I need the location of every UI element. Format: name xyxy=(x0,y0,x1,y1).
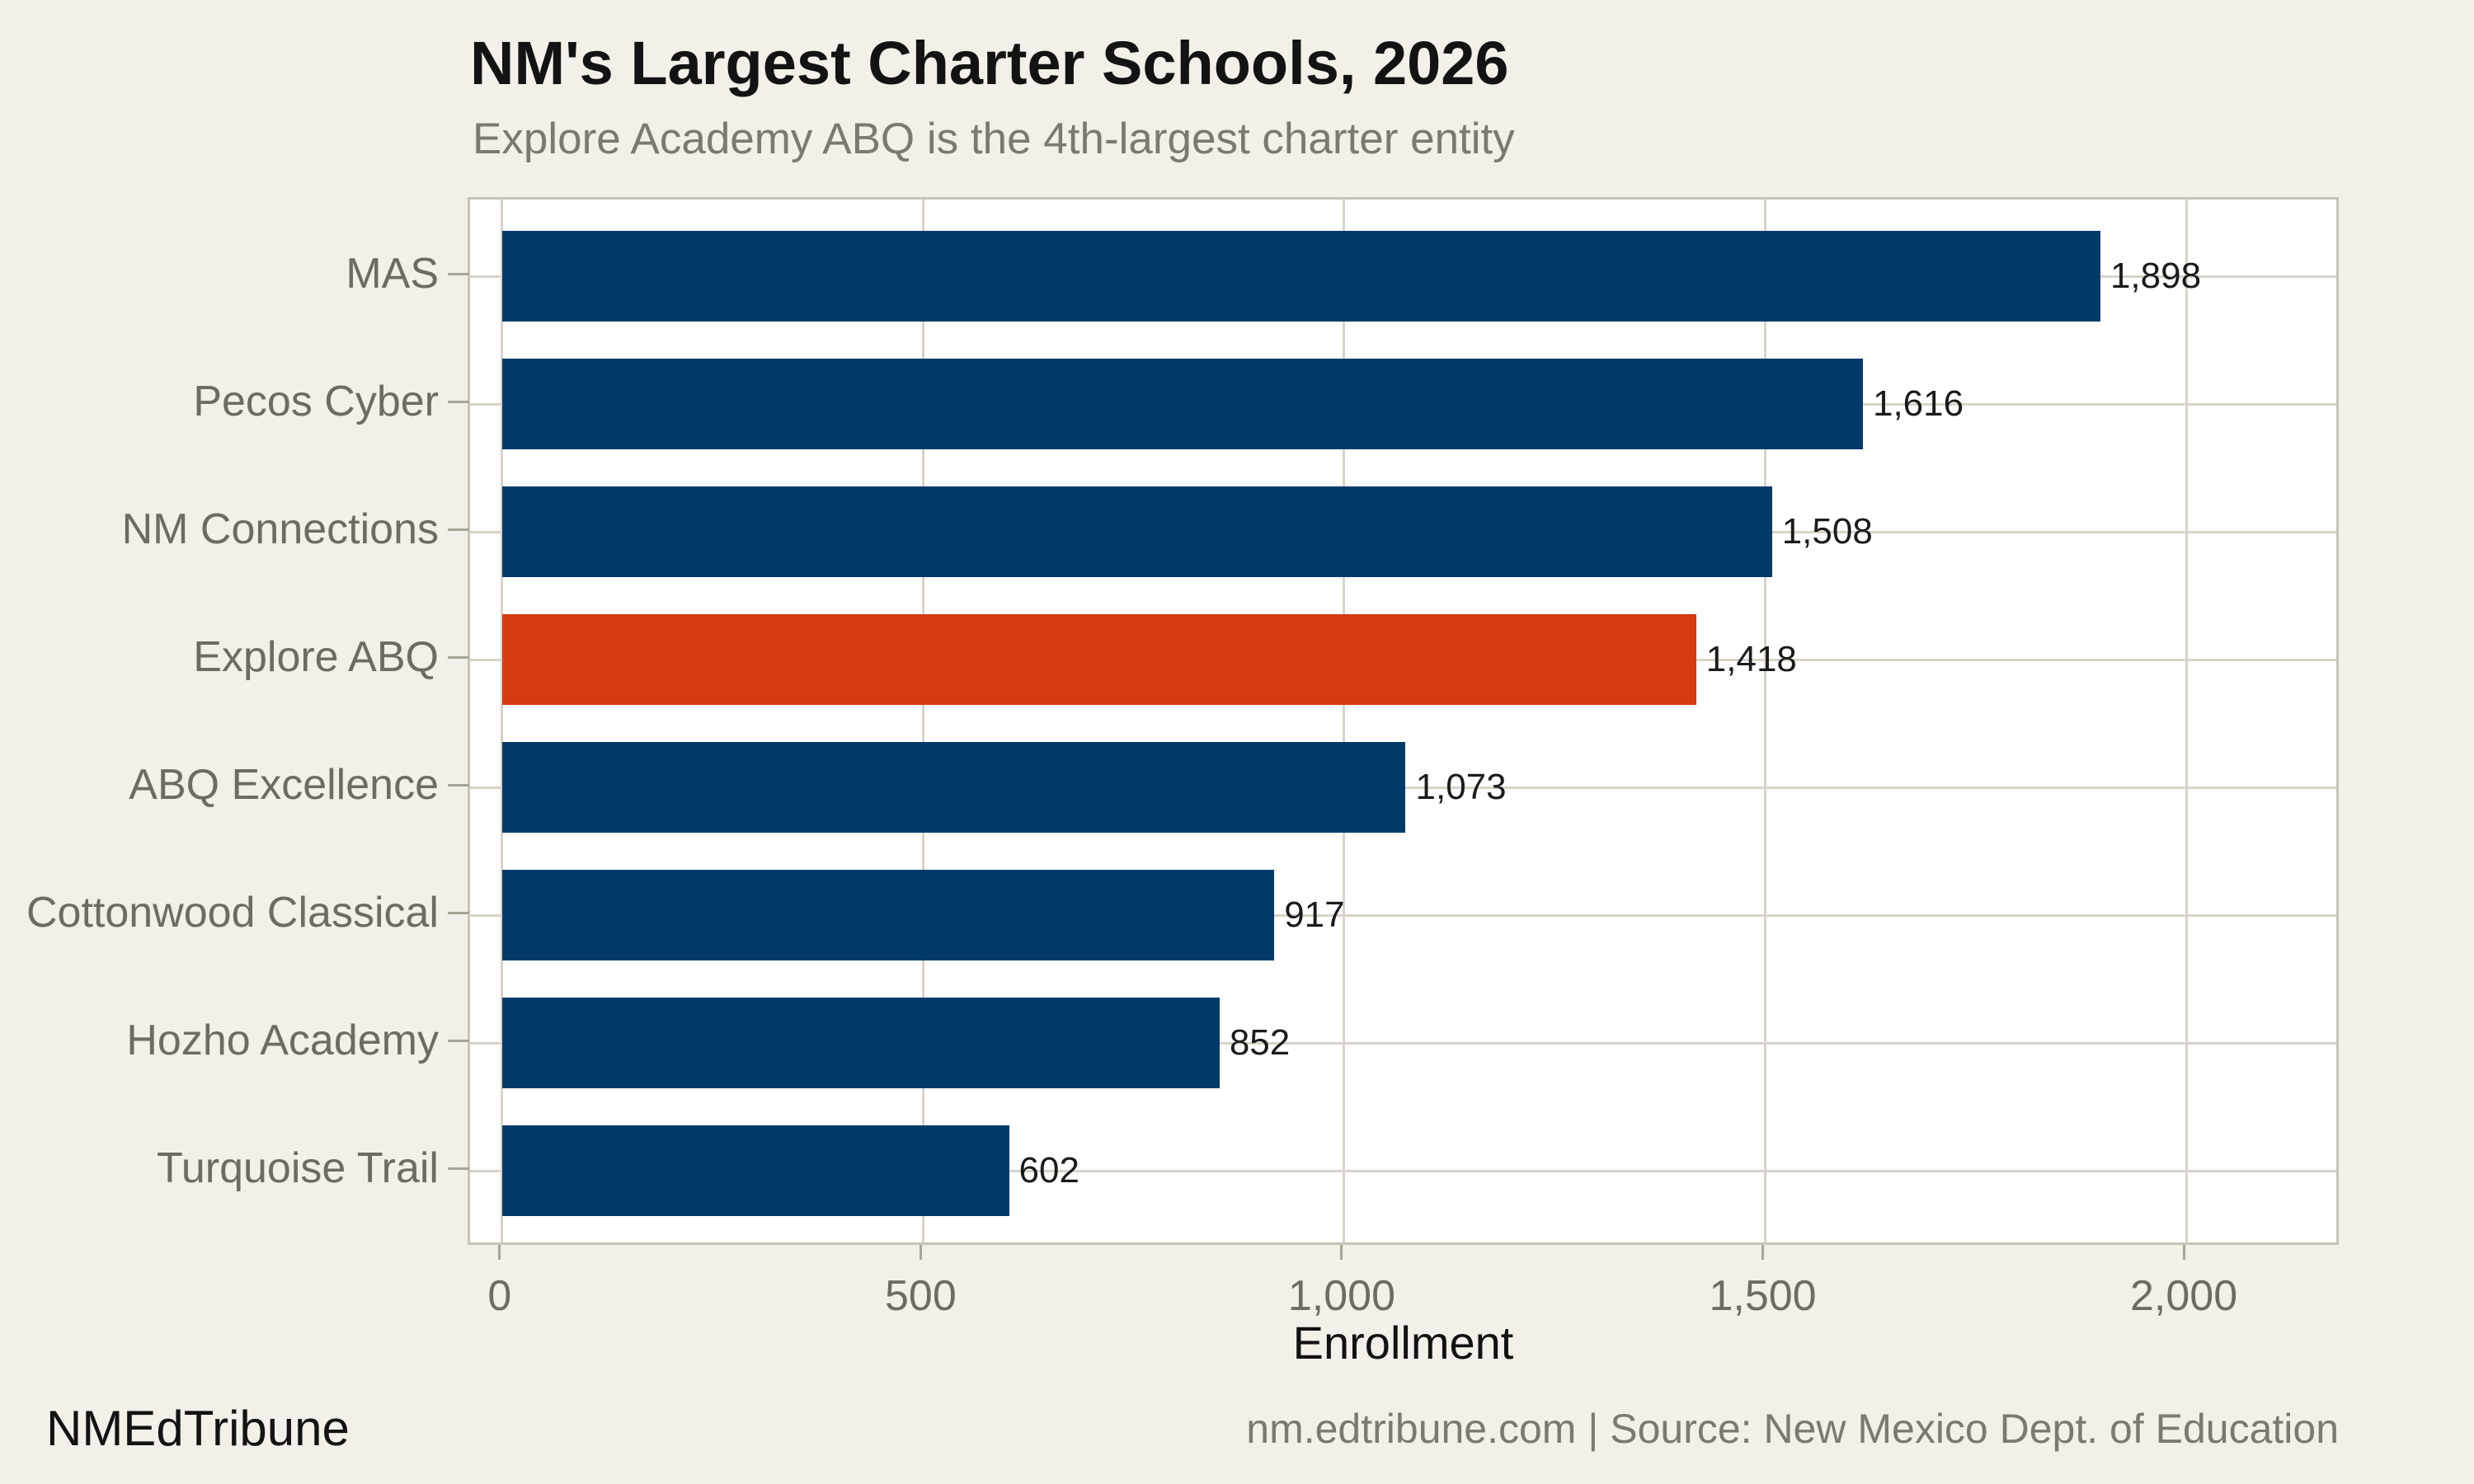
bar-2 xyxy=(501,486,1772,577)
row-gridline-6 xyxy=(470,1041,2336,1045)
category-label-0: MAS xyxy=(346,250,439,298)
y-tick-5 xyxy=(448,911,469,914)
x-tick-500 xyxy=(919,1245,922,1260)
y-tick-2 xyxy=(448,528,469,531)
value-label-1: 1,616 xyxy=(1872,383,1964,424)
y-tick-0 xyxy=(448,272,469,275)
x-tick-label-2000: 2,000 xyxy=(2130,1272,2238,1320)
x-tick-label-500: 500 xyxy=(884,1272,957,1320)
bar-7 xyxy=(501,1125,1009,1216)
category-label-2: NM Connections xyxy=(121,505,439,553)
value-label-3: 1,418 xyxy=(1705,639,1797,679)
category-label-1: Pecos Cyber xyxy=(193,378,439,425)
bar-4 xyxy=(501,742,1406,833)
x-axis-title: Enrollment xyxy=(1292,1317,1514,1369)
bar-3 xyxy=(501,614,1696,705)
bar-5 xyxy=(501,870,1275,960)
x-tick-label-1500: 1,500 xyxy=(1709,1272,1817,1320)
x-tick-label-0: 0 xyxy=(487,1272,512,1320)
x-gridline-2000 xyxy=(2185,200,2188,1242)
y-tick-1 xyxy=(448,400,469,403)
x-tick-1000 xyxy=(1340,1245,1343,1260)
row-gridline-7 xyxy=(470,1169,2336,1172)
bar-1 xyxy=(501,359,1863,449)
x-tick-label-1000: 1,000 xyxy=(1287,1272,1396,1320)
y-tick-4 xyxy=(448,783,469,787)
bar-0 xyxy=(501,231,2100,322)
x-gridline-500 xyxy=(921,200,924,1242)
row-gridline-5 xyxy=(470,913,2336,917)
x-tick-1500 xyxy=(1761,1245,1765,1260)
footer-brand: NMEdTribune xyxy=(46,1401,350,1456)
x-tick-0 xyxy=(498,1245,501,1260)
value-label-4: 1,073 xyxy=(1415,767,1507,807)
x-gridline-1500 xyxy=(1764,200,1767,1242)
y-tick-6 xyxy=(448,1039,469,1042)
value-label-2: 1,508 xyxy=(1781,511,1873,552)
category-label-4: ABQ Excellence xyxy=(129,761,439,809)
value-label-0: 1,898 xyxy=(2109,256,2202,296)
category-label-5: Cottonwood Classical xyxy=(26,889,439,937)
category-label-7: Turquoise Trail xyxy=(157,1144,439,1192)
x-gridline-1000 xyxy=(1343,200,1346,1242)
chart-title: NM's Largest Charter Schools, 2026 xyxy=(470,29,1509,97)
category-label-3: Explore ABQ xyxy=(193,633,439,681)
footer-source: nm.edtribune.com | Source: New Mexico De… xyxy=(1246,1406,2339,1452)
value-label-6: 852 xyxy=(1229,1022,1291,1063)
chart-subtitle: Explore Academy ABQ is the 4th-largest c… xyxy=(473,115,1515,163)
bar-6 xyxy=(501,998,1220,1088)
value-label-5: 917 xyxy=(1284,895,1345,935)
y-tick-7 xyxy=(448,1167,469,1170)
x-tick-2000 xyxy=(2182,1245,2185,1260)
plot-panel: 1,898 1,616 1,508 1,418 1,073 917 852 602 xyxy=(468,197,2339,1245)
x-gridline-0 xyxy=(501,200,504,1242)
value-label-7: 602 xyxy=(1018,1150,1079,1190)
category-label-6: Hozho Academy xyxy=(126,1017,439,1064)
y-tick-3 xyxy=(448,655,469,659)
